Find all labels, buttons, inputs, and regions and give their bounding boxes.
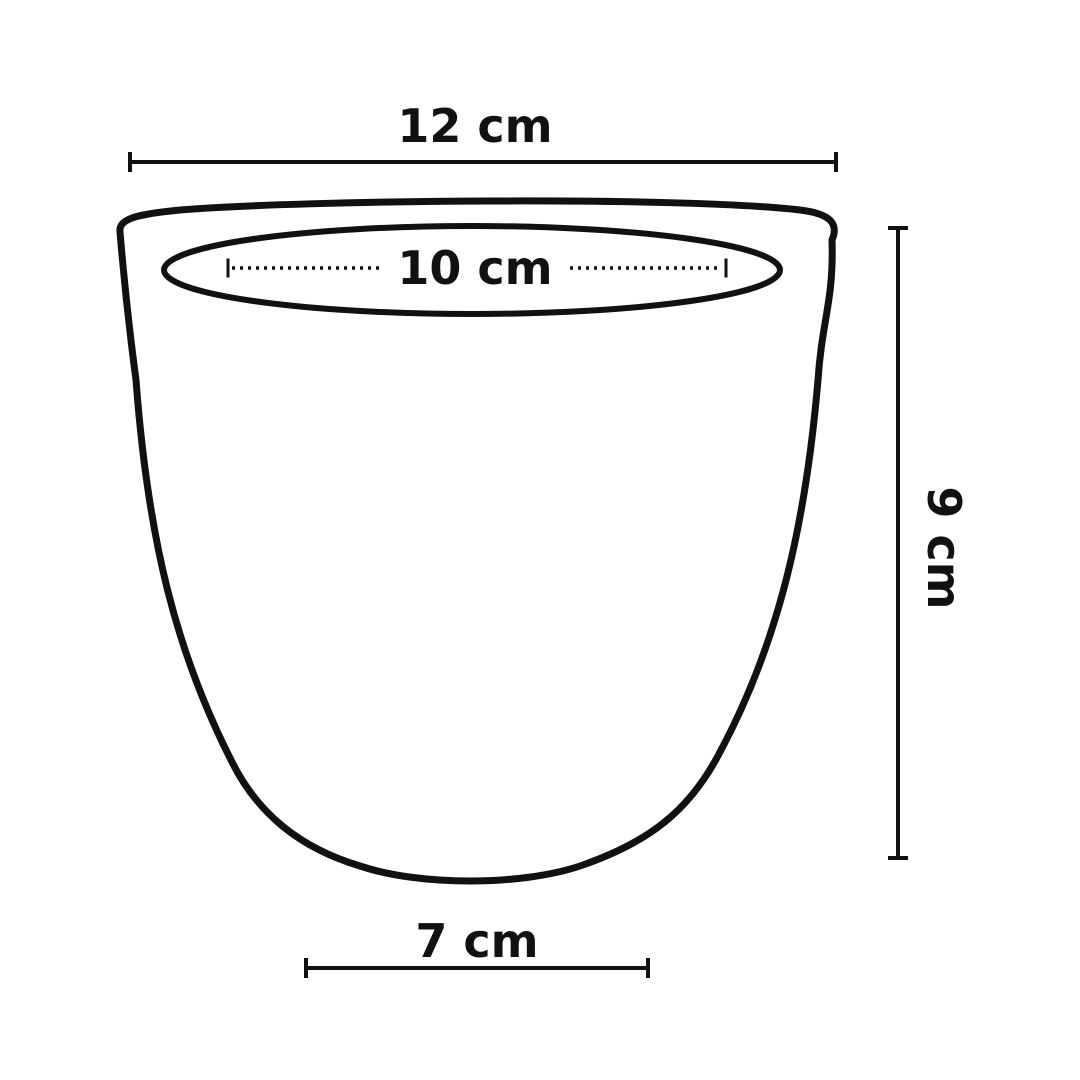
inner-diameter-dimension: 10 cm <box>226 241 728 295</box>
height-dimension: 9 cm <box>888 226 971 860</box>
bottom-width-label: 7 cm <box>415 914 538 968</box>
top-width-label: 12 cm <box>397 99 552 153</box>
height-label: 9 cm <box>917 486 971 609</box>
bottom-width-dimension: 7 cm <box>304 914 650 978</box>
pot-rim-opening <box>161 223 783 317</box>
top-width-dimension: 12 cm <box>128 99 838 172</box>
pot-body-outline <box>116 197 838 885</box>
inner-diameter-label: 10 cm <box>397 241 552 295</box>
